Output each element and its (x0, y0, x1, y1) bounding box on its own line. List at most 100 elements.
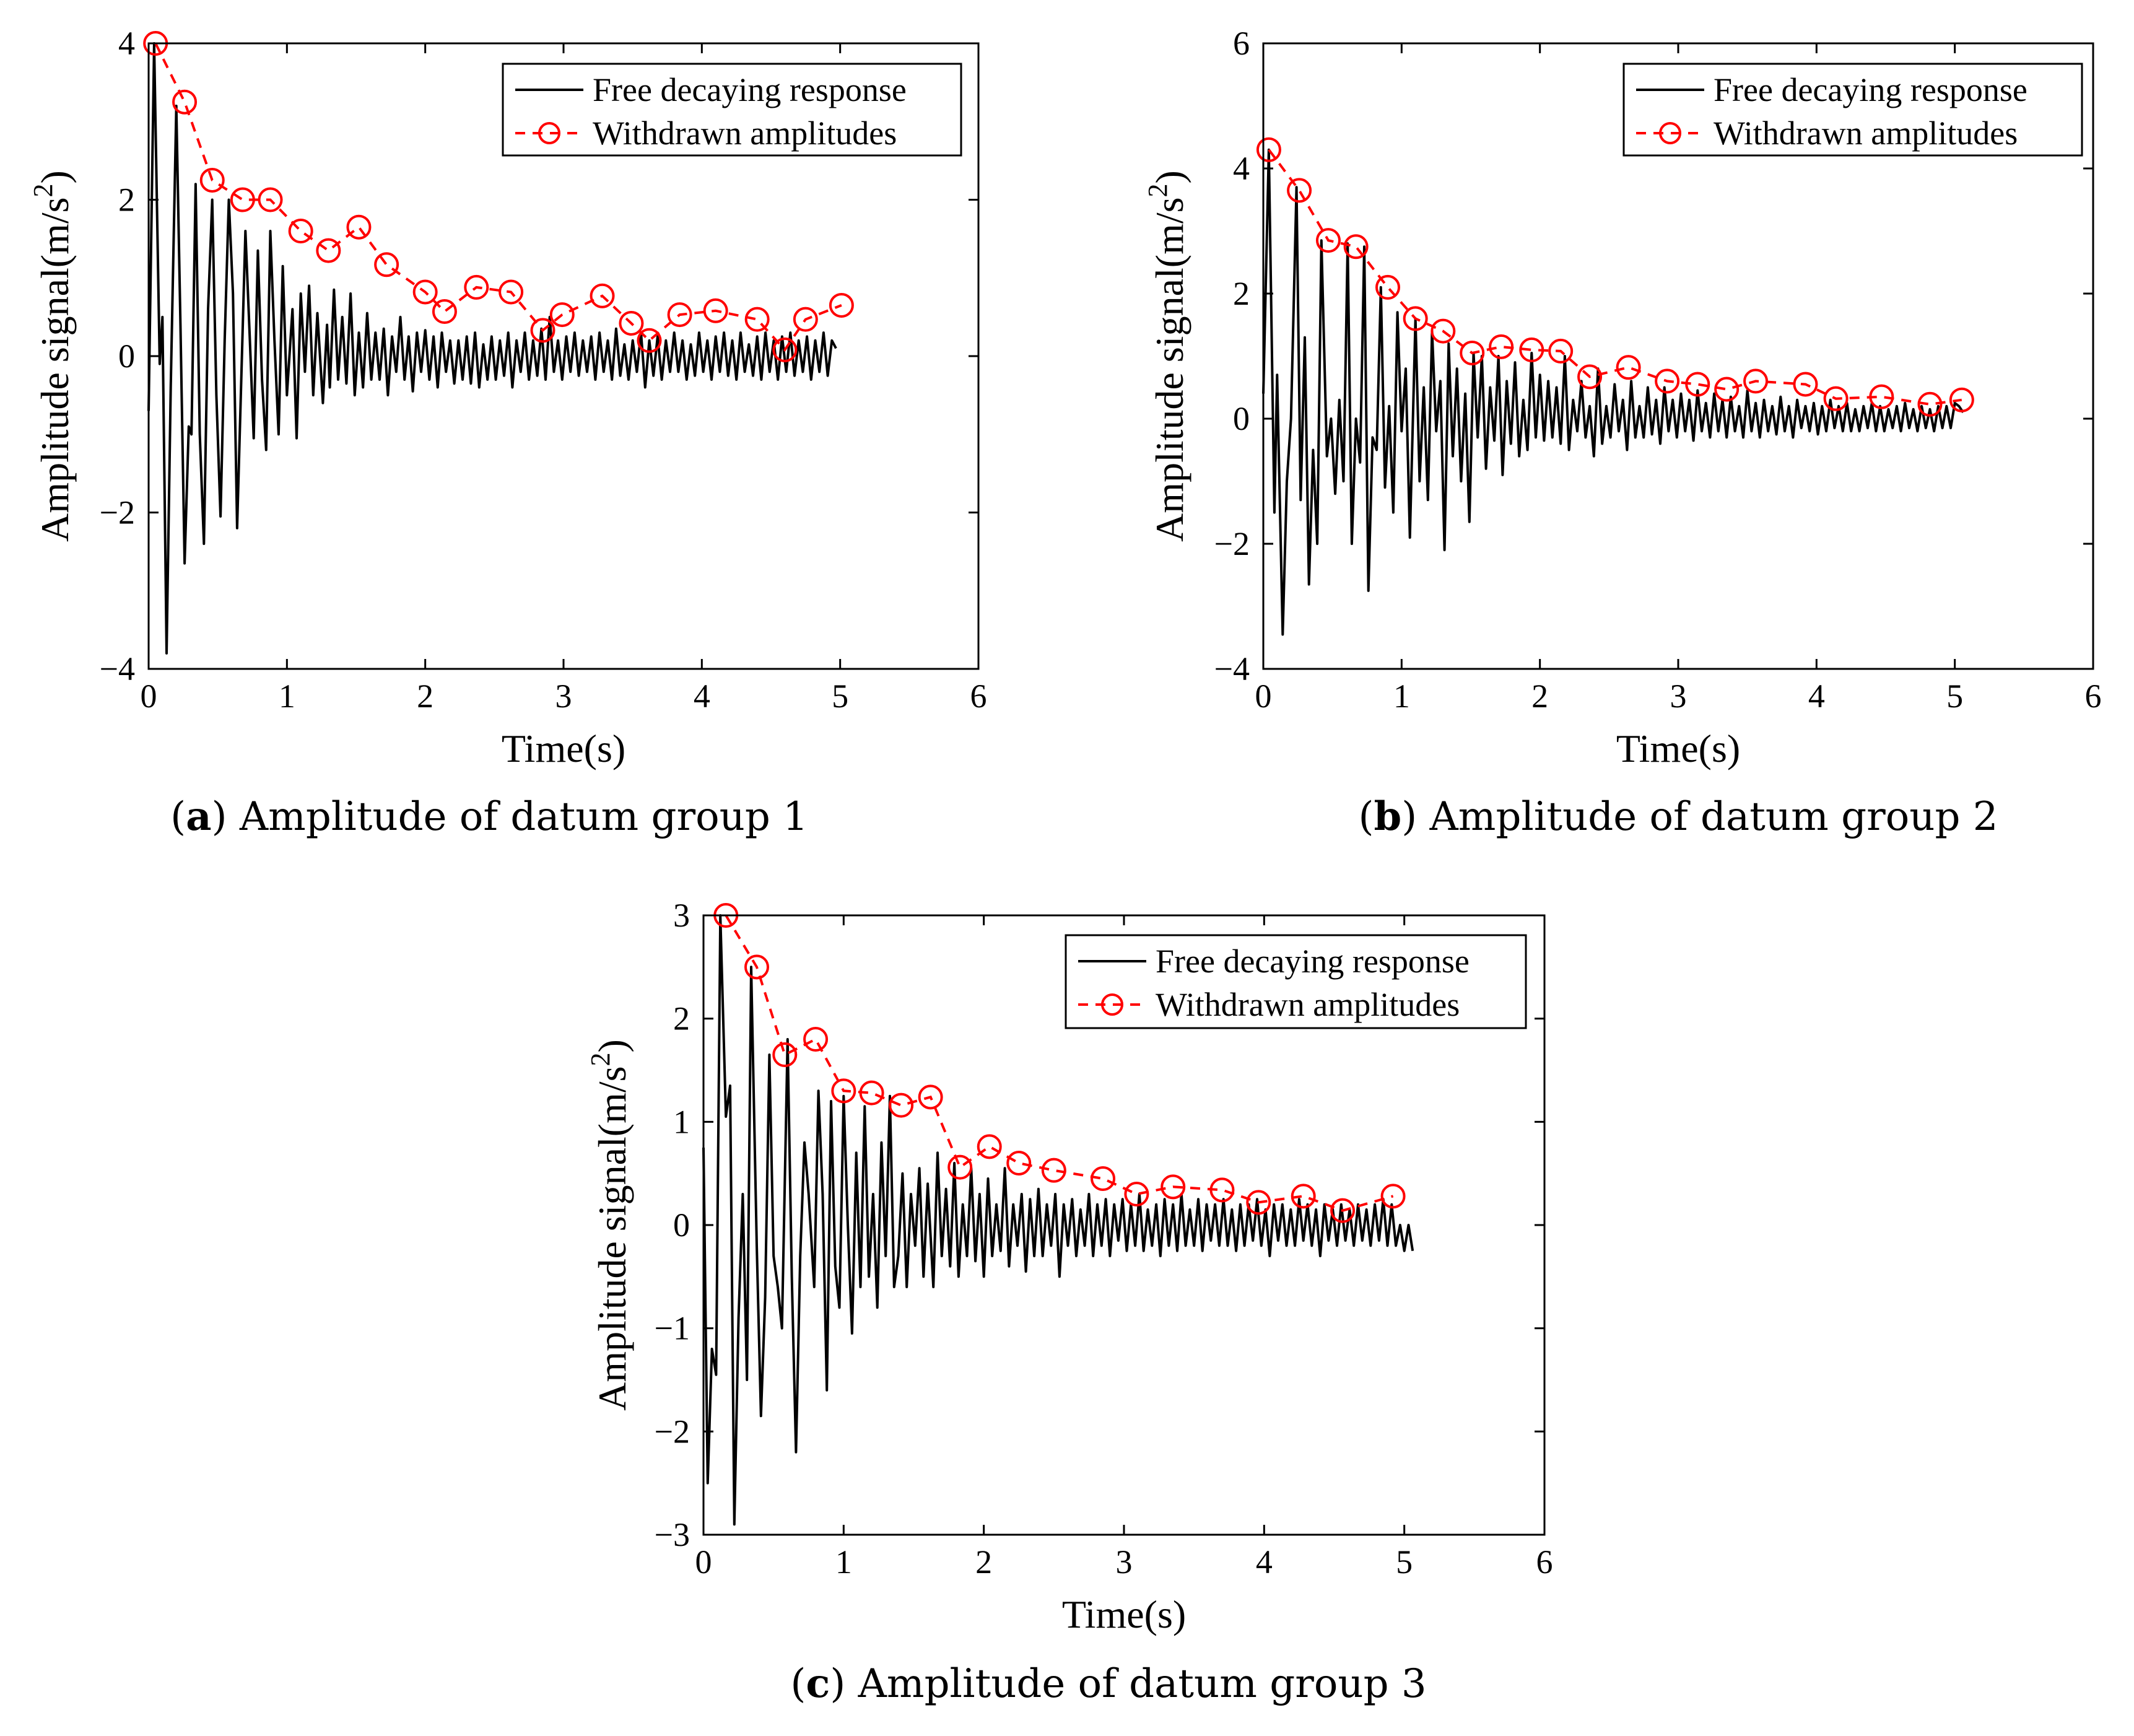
amplitude-marker (1006, 1151, 1032, 1176)
withdrawn-amplitudes-line (1268, 149, 1962, 406)
y-tick-label: 4 (1233, 150, 1250, 187)
amplitude-marker (530, 318, 555, 343)
x-tick-label: 4 (694, 678, 710, 715)
amplitude-marker (918, 1084, 943, 1110)
x-axis-label: Time(s) (1062, 1592, 1186, 1636)
x-tick-label: 6 (1536, 1543, 1553, 1581)
x-axis-label: Time(s) (502, 726, 625, 770)
caption-text: Amplitude of datum group 2 (1429, 794, 1998, 840)
legend-amplitude-label: Withdrawn amplitudes (1714, 115, 2018, 152)
amplitude-marker (230, 187, 255, 212)
amplitude-marker (1823, 386, 1849, 411)
legend-response-label: Free decaying response (1714, 71, 2027, 108)
y-tick-label: −2 (1214, 525, 1250, 562)
y-tick-label: 3 (673, 897, 690, 934)
y-axis-label-tail: ) (590, 1039, 634, 1052)
legend-amplitude-marker (1101, 993, 1123, 1016)
free-decaying-response-line (147, 42, 837, 655)
amplitude-marker (1091, 1166, 1116, 1191)
amplitude-marker (1330, 1198, 1356, 1223)
x-tick-label: 4 (1808, 678, 1825, 715)
legend-box (502, 63, 962, 157)
y-axis-label-exponent: 2 (28, 183, 58, 197)
y-tick-label: 0 (118, 338, 135, 375)
x-axis-label: Time(s) (1616, 726, 1740, 770)
y-axis-label: Amplitude signal(m/s2) (585, 1039, 634, 1411)
y-axis-label-main: Amplitude signal(m/s (33, 197, 77, 541)
amplitude-marker (793, 307, 818, 332)
amplitude-marker (346, 214, 372, 240)
panel-a: 0 1 2 3 4 5 6 −4 −2 0 2 4 Time(s) Amplitude signal(m/… (28, 25, 987, 840)
free-decaying-response-line (1262, 148, 1964, 636)
amplitude-marker (1431, 318, 1456, 344)
x-tick-label: 3 (1670, 678, 1687, 715)
x-tick-label: 2 (975, 1543, 992, 1581)
amplitude-marker (1869, 384, 1894, 409)
y-axis-label-tail: ) (1148, 170, 1191, 183)
x-tick-label: 0 (1255, 678, 1272, 715)
amplitude-marker (1246, 1190, 1271, 1215)
legend: Free decaying response Withdrawn amplitud… (1065, 934, 1527, 1029)
amplitude-marker (1743, 369, 1769, 394)
amplitude-marker (1380, 1184, 1406, 1209)
legend-response-label: Free decaying response (593, 71, 907, 108)
amplitude-marker (1655, 369, 1680, 394)
x-tick-label: 2 (417, 678, 433, 715)
amplitude-marker (1793, 372, 1818, 397)
y-axis-label-exponent: 2 (1143, 183, 1173, 197)
legend-amplitude-label: Withdrawn amplitudes (1156, 986, 1460, 1023)
amplitude-marker (772, 337, 798, 362)
y-axis-label: Amplitude signal(m/s2) (28, 170, 77, 542)
y-tick-label: 4 (118, 25, 135, 62)
amplitude-marker (1616, 355, 1641, 380)
caption-close-paren: ) (212, 794, 240, 840)
amplitude-marker (1291, 1184, 1316, 1209)
amplitude-marker (1519, 337, 1544, 362)
caption-letter: a (186, 793, 211, 840)
y-tick-label: −4 (1214, 650, 1250, 687)
amplitude-marker (1403, 306, 1428, 331)
amplitude-marker (1287, 178, 1312, 203)
amplitude-marker (1124, 1182, 1149, 1206)
amplitude-marker (667, 302, 692, 328)
amplitude-marker (1548, 338, 1574, 364)
amplitude-marker (803, 1027, 829, 1052)
legend-response-label: Free decaying response (1156, 943, 1470, 980)
amplitude-marker (1460, 340, 1485, 365)
amplitude-marker (590, 283, 615, 308)
amplitude-marker (772, 1042, 798, 1067)
caption-close-paren: ) (1401, 794, 1429, 840)
y-axis-label-main: Amplitude signal(m/s (1148, 197, 1191, 541)
amplitude-marker (499, 279, 524, 305)
amplitude-marker (258, 187, 283, 212)
amplitude-marker (1343, 234, 1369, 260)
caption-open-paren: ( (170, 794, 186, 840)
legend: Free decaying response Withdrawn amplitud… (502, 63, 962, 157)
caption-text: Amplitude of datum group 1 (239, 794, 808, 840)
amplitude-marker (831, 1078, 856, 1104)
amplitude-marker (1917, 391, 1943, 417)
y-tick-label: −2 (655, 1413, 690, 1450)
x-tick-label: 2 (1531, 678, 1548, 715)
y-tick-label: −1 (655, 1310, 690, 1347)
amplitude-marker (859, 1080, 884, 1106)
y-tick-label: 2 (673, 1000, 690, 1037)
amplitude-marker (1375, 274, 1400, 300)
amplitude-marker (1041, 1158, 1066, 1183)
legend-box (1622, 63, 2083, 157)
y-tick-label: −3 (655, 1516, 690, 1553)
amplitude-marker (199, 167, 225, 193)
y-tick-label: −2 (100, 494, 135, 531)
y-axis-label-main: Amplitude signal(m/s (590, 1066, 634, 1410)
x-tick-label: 1 (835, 1543, 852, 1581)
amplitude-marker (619, 310, 644, 336)
x-tick-label: 6 (970, 678, 987, 715)
amplitude-marker (374, 252, 399, 277)
y-axis-label-tail: ) (33, 170, 77, 183)
y-tick-label: 2 (118, 181, 135, 219)
x-tick-label: 0 (695, 1543, 712, 1581)
amplitude-marker (703, 298, 728, 323)
legend-amplitude-marker (538, 122, 560, 144)
amplitude-marker (1489, 334, 1514, 359)
